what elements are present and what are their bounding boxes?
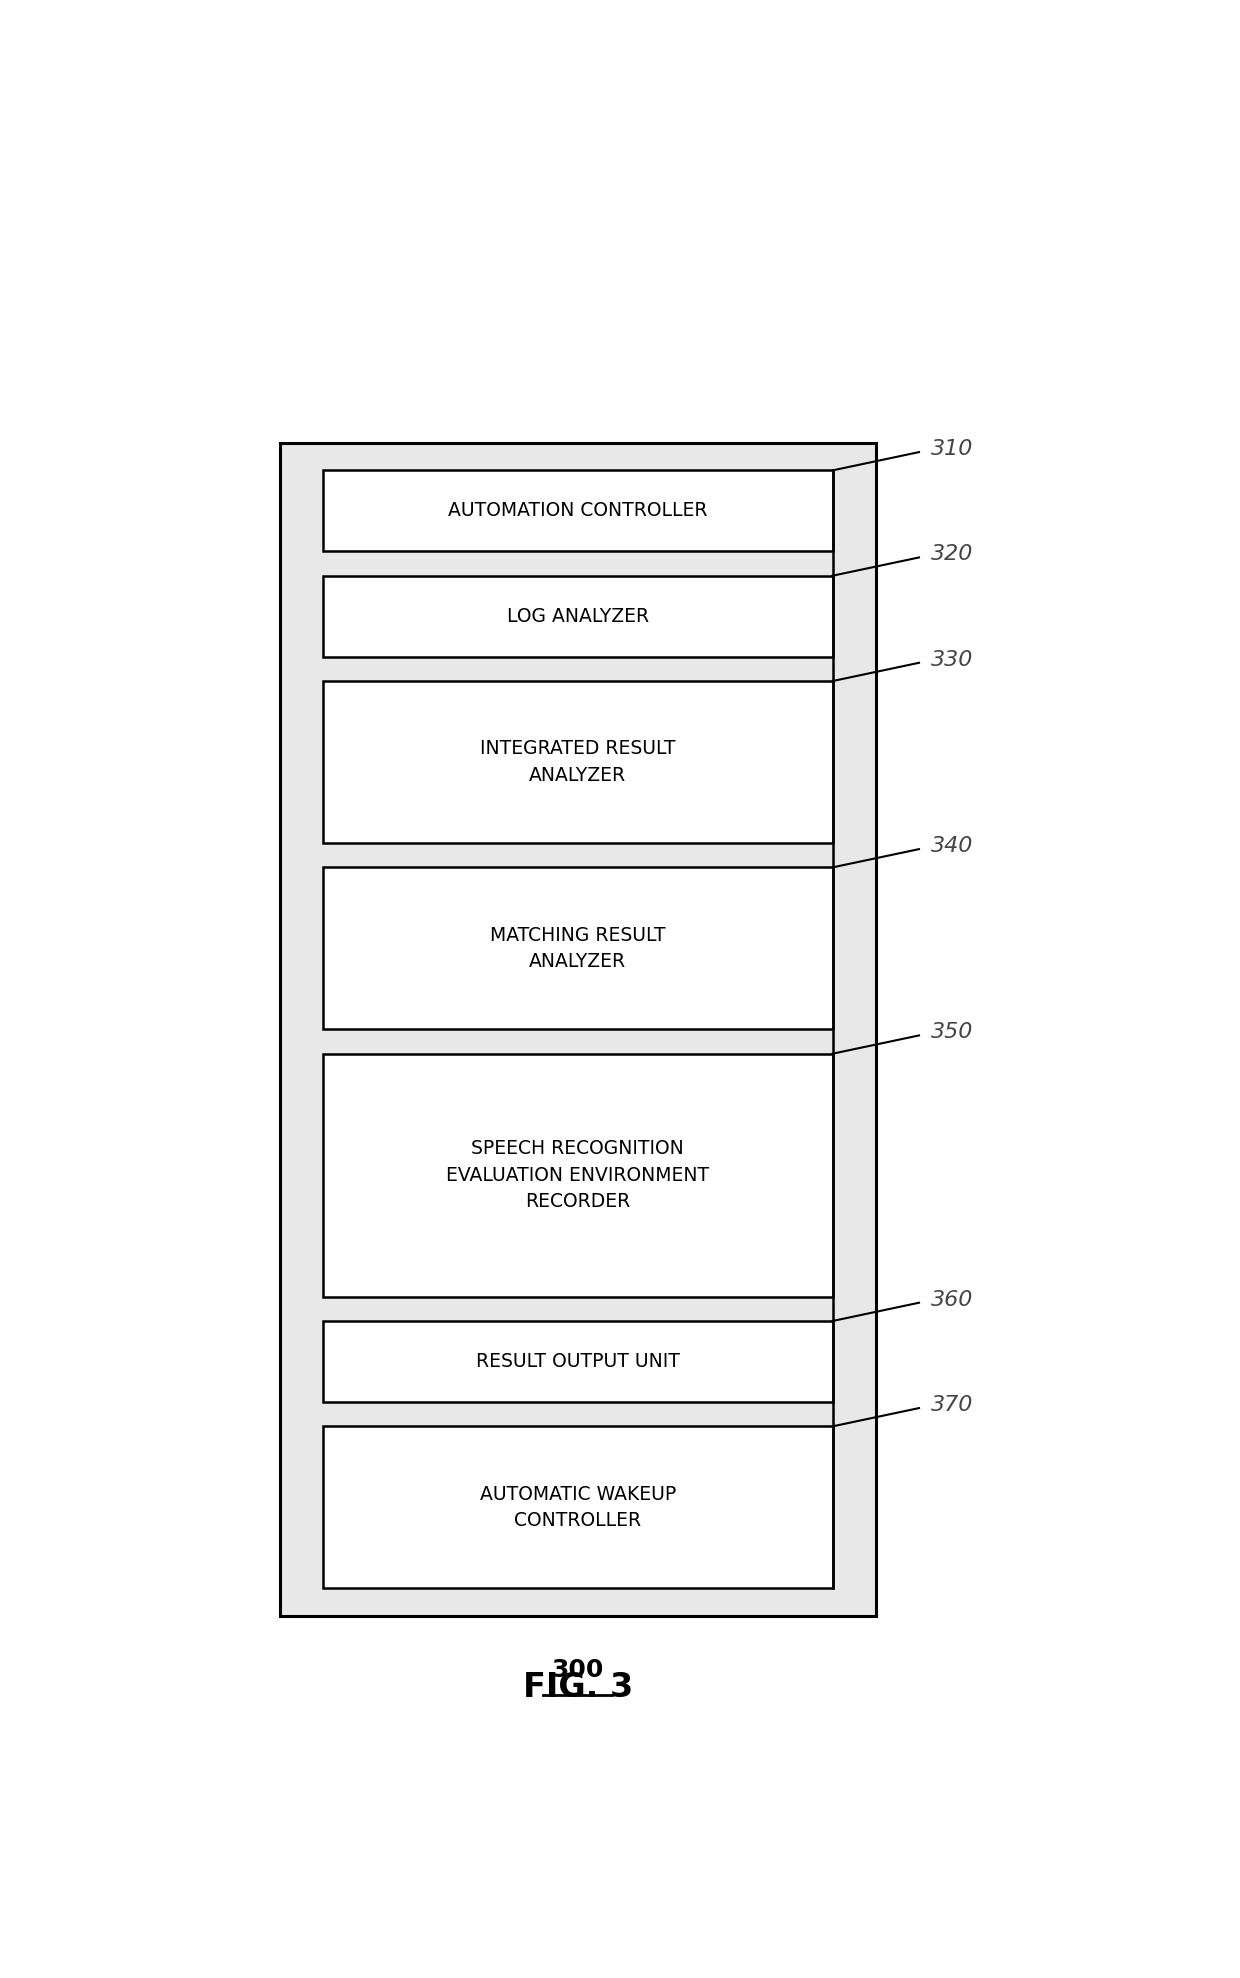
Text: 320: 320 [930,544,973,564]
Text: MATCHING RESULT
ANALYZER: MATCHING RESULT ANALYZER [490,926,666,971]
Text: SPEECH RECOGNITION
EVALUATION ENVIRONMENT
RECORDER: SPEECH RECOGNITION EVALUATION ENVIRONMEN… [446,1139,709,1211]
Text: LOG ANALYZER: LOG ANALYZER [507,607,649,625]
Text: FIG. 3: FIG. 3 [523,1671,632,1703]
Bar [324,471,832,552]
Text: 310: 310 [930,439,973,459]
Text: AUTOMATION CONTROLLER: AUTOMATION CONTROLLER [448,500,708,520]
Bar [324,680,832,843]
Text: 350: 350 [930,1023,973,1042]
Bar [324,868,832,1029]
Text: RESULT OUTPUT UNIT: RESULT OUTPUT UNIT [476,1353,680,1371]
Text: 370: 370 [930,1394,973,1414]
Text: INTEGRATED RESULT
ANALYZER: INTEGRATED RESULT ANALYZER [480,740,676,785]
Bar [324,1426,832,1588]
Text: AUTOMATIC WAKEUP
CONTROLLER: AUTOMATIC WAKEUP CONTROLLER [480,1485,676,1531]
Bar [324,1321,832,1402]
Bar [280,443,875,1616]
Text: 340: 340 [930,837,973,856]
Bar [324,576,832,657]
Text: 330: 330 [930,649,973,671]
Bar [324,1054,832,1298]
Text: 360: 360 [930,1290,973,1309]
Text: 300: 300 [552,1658,604,1683]
